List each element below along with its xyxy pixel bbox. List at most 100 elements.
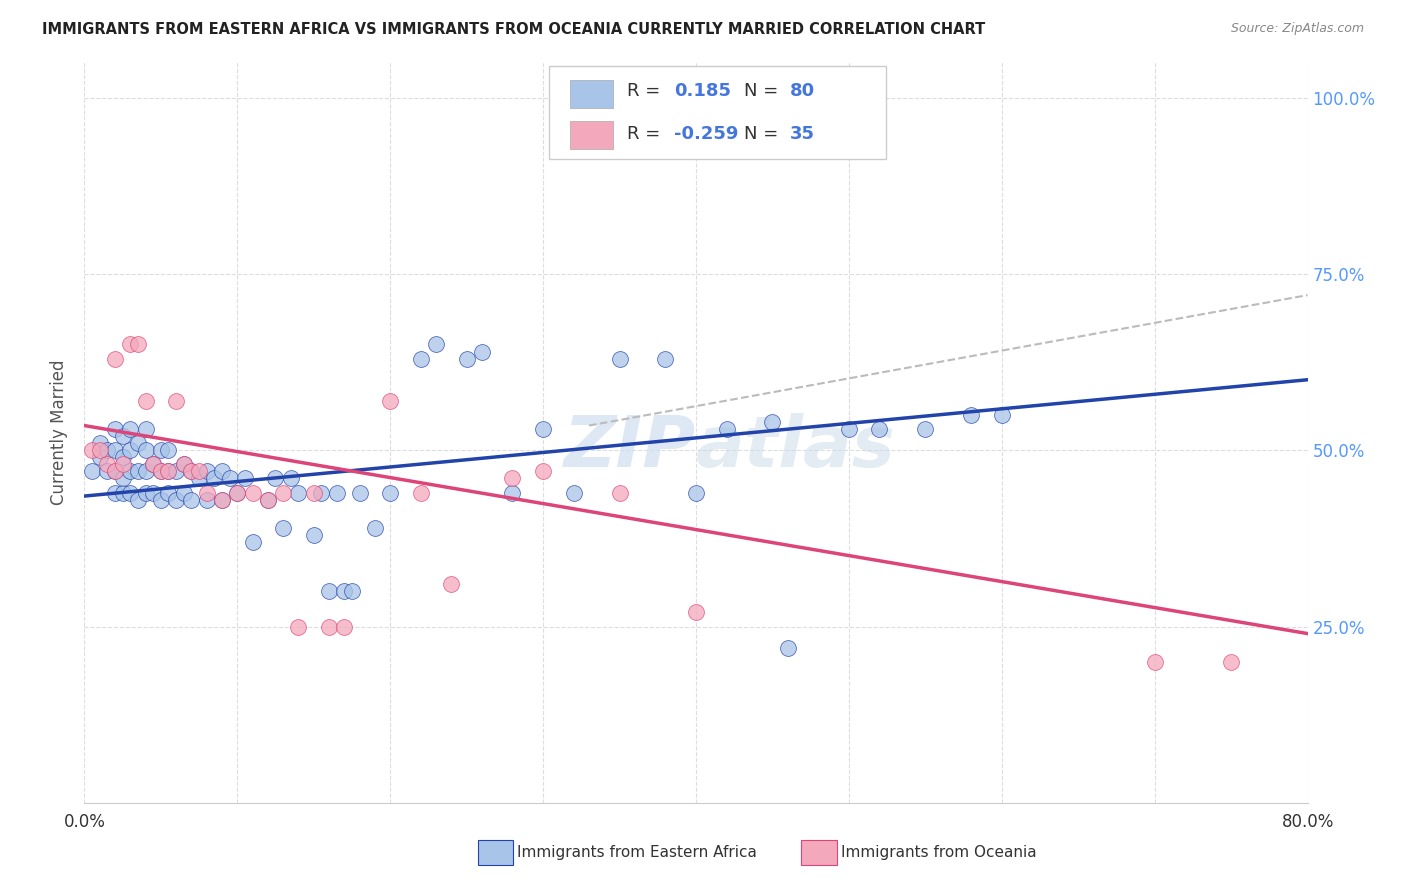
Point	[340, 584, 363, 599]
Point	[271, 521, 294, 535]
Text: IMMIGRANTS FROM EASTERN AFRICA VS IMMIGRANTS FROM OCEANIA CURRENTLY MARRIED CORR: IMMIGRANTS FROM EASTERN AFRICA VS IMMIGR…	[42, 22, 986, 37]
Point	[104, 422, 127, 436]
Point	[211, 464, 233, 478]
Point	[173, 485, 195, 500]
Point	[409, 485, 432, 500]
Point	[280, 471, 302, 485]
Point	[104, 464, 127, 478]
Point	[202, 471, 225, 485]
Point	[142, 458, 165, 472]
Point	[302, 528, 325, 542]
Point	[654, 351, 676, 366]
Point	[609, 485, 631, 500]
Point	[226, 485, 249, 500]
Point	[149, 443, 172, 458]
Point	[188, 471, 211, 485]
Point	[195, 485, 218, 500]
Point	[104, 464, 127, 478]
Point	[211, 492, 233, 507]
Point	[188, 464, 211, 478]
Point	[165, 393, 187, 408]
Point	[456, 351, 478, 366]
Point	[531, 422, 554, 436]
Point	[440, 577, 463, 591]
Point	[80, 464, 103, 478]
Point	[242, 485, 264, 500]
Point	[104, 351, 127, 366]
Point	[111, 458, 134, 472]
Point	[120, 443, 142, 458]
Point	[226, 485, 249, 500]
Point	[142, 458, 165, 472]
Point	[195, 464, 218, 478]
Text: ZIP: ZIP	[564, 413, 696, 482]
Point	[120, 337, 142, 351]
Point	[111, 485, 134, 500]
Point	[135, 464, 157, 478]
Point	[127, 436, 149, 450]
Text: atlas: atlas	[696, 413, 896, 482]
Point	[127, 492, 149, 507]
Point	[380, 393, 402, 408]
Point	[960, 408, 983, 422]
Point	[318, 619, 340, 633]
Point	[776, 640, 799, 655]
Point	[96, 458, 118, 472]
Point	[157, 464, 180, 478]
Point	[257, 492, 280, 507]
Point	[333, 619, 356, 633]
Point	[271, 485, 294, 500]
Point	[471, 344, 494, 359]
Point	[914, 422, 936, 436]
Point	[135, 422, 157, 436]
Point	[761, 415, 783, 429]
Point	[195, 492, 218, 507]
Point	[135, 393, 157, 408]
Point	[287, 485, 309, 500]
Point	[264, 471, 287, 485]
Y-axis label: Currently Married: Currently Married	[51, 359, 69, 506]
Point	[96, 443, 118, 458]
Point	[685, 485, 707, 500]
Point	[120, 422, 142, 436]
Text: N =: N =	[744, 125, 783, 143]
Point	[165, 464, 187, 478]
Point	[380, 485, 402, 500]
Point	[180, 464, 202, 478]
Text: R =: R =	[627, 125, 666, 143]
Point	[127, 337, 149, 351]
Point	[111, 429, 134, 443]
Point	[242, 535, 264, 549]
Point	[609, 351, 631, 366]
Text: 35: 35	[790, 125, 815, 143]
Text: Source: ZipAtlas.com: Source: ZipAtlas.com	[1230, 22, 1364, 36]
Point	[149, 464, 172, 478]
Text: Immigrants from Eastern Africa: Immigrants from Eastern Africa	[517, 846, 758, 860]
Point	[838, 422, 860, 436]
Point	[173, 458, 195, 472]
Point	[120, 464, 142, 478]
Point	[157, 485, 180, 500]
Point	[1143, 655, 1166, 669]
Point	[425, 337, 447, 351]
Point	[173, 458, 195, 472]
Point	[211, 492, 233, 507]
Point	[104, 443, 127, 458]
Point	[287, 619, 309, 633]
Text: 80: 80	[790, 82, 815, 100]
Point	[869, 422, 891, 436]
Point	[89, 443, 111, 458]
Point	[165, 492, 187, 507]
Text: 0.185: 0.185	[673, 82, 731, 100]
Point	[127, 464, 149, 478]
Point	[111, 471, 134, 485]
FancyBboxPatch shape	[569, 80, 613, 108]
Point	[180, 464, 202, 478]
Point	[157, 464, 180, 478]
Point	[157, 443, 180, 458]
Point	[89, 450, 111, 465]
Point	[180, 492, 202, 507]
Point	[333, 584, 356, 599]
FancyBboxPatch shape	[569, 121, 613, 149]
Point	[311, 485, 333, 500]
